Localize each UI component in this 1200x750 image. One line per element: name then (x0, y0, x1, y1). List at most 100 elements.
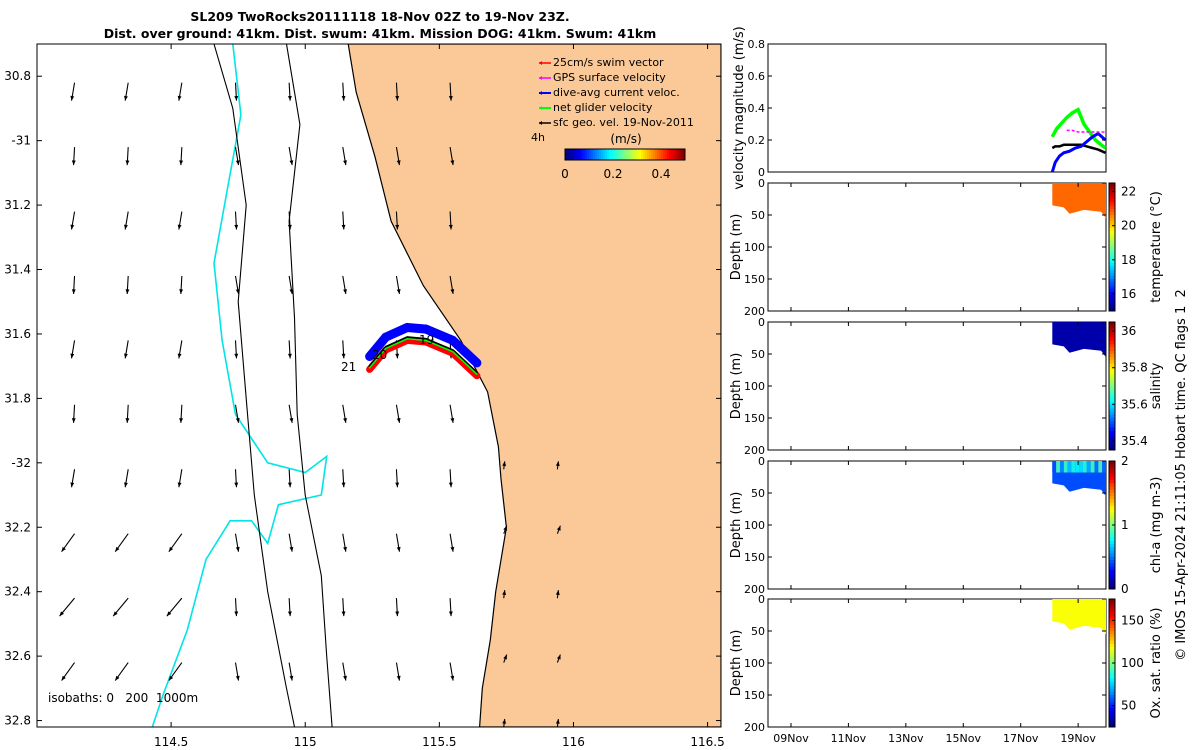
depth-ylabel: Depth (m) (729, 630, 744, 697)
depth-y-tick-label: 0 (758, 316, 765, 329)
time-x-tick-label: 09Nov (773, 732, 809, 745)
geo-vector (395, 598, 400, 617)
geo-vector (179, 275, 184, 294)
colorbar-label: temperature (°C) (1149, 191, 1164, 303)
geo-vector (342, 726, 344, 727)
geo-vector (112, 597, 129, 617)
geo-vector (395, 469, 400, 488)
depth-y-tick-label: 100 (744, 380, 765, 393)
time-x-tick-label: 15Nov (946, 732, 982, 745)
geo-vector (449, 533, 455, 552)
depth-panel-frame (767, 321, 1107, 451)
colorbar-tick-label: 35.6 (1121, 397, 1148, 411)
depth-y-tick-label: 0 (758, 177, 765, 190)
chlorophyll-panel: 0 50 100 150 200 Depth (m) 0 1 2 chl-a (mg m-3) (729, 454, 1164, 596)
geo-vector (168, 662, 183, 681)
geo-vector (288, 147, 294, 166)
colorbar-tick-label: 36 (1121, 324, 1136, 338)
depth-y-tick-label: 100 (744, 241, 765, 254)
map-y-tick-label: 32.8 (4, 714, 31, 728)
geo-vector (235, 726, 237, 727)
depth-y-tick-label: 150 (744, 273, 765, 286)
velocity-y-tick-label: 0.2 (748, 134, 766, 147)
geo-vector (287, 82, 292, 101)
chl-patch (1090, 461, 1095, 473)
chl-patch (1059, 461, 1064, 473)
geo-vector (555, 590, 560, 599)
velocity-panel: 0 0.2 0.4 0.6 0.8 velocity magnitude (m/s) (732, 26, 1107, 190)
map-x-ticks: 114.5 115 115.5 116 116.5 (154, 44, 725, 749)
chl-patch (1079, 461, 1083, 473)
velocity-y-tick-label: 0.8 (748, 38, 766, 51)
geo-vector (342, 533, 347, 552)
depth-data-block (1052, 183, 1106, 219)
geo-vector (70, 211, 76, 230)
track-band (365, 322, 482, 368)
land-area (347, 44, 721, 727)
colorbar-tick-label: 20 (1121, 219, 1136, 233)
geo-vector (448, 82, 453, 101)
track-band (366, 336, 481, 380)
geo-vector (288, 662, 294, 681)
geo-vector (342, 147, 347, 166)
isobath-1000m (213, 44, 296, 727)
map-x-tick-label: 114.5 (154, 735, 188, 749)
geo-vector (71, 147, 76, 166)
geo-vector (502, 718, 507, 727)
legend-dive-avg-current: dive-avg current veloc. (553, 86, 680, 99)
geo-vector (448, 211, 453, 230)
geo-vector (502, 461, 507, 470)
title-line-2: Dist. over ground: 41km. Dist. swum: 41k… (104, 26, 657, 41)
geo-vector (448, 598, 453, 617)
track-band (368, 336, 478, 374)
geo-vector (449, 275, 455, 295)
velocity-series-line (1050, 107, 1107, 150)
velocity-series-line (1050, 131, 1107, 173)
geo-vector (502, 590, 507, 599)
geo-vector (59, 597, 75, 617)
map-y-tick-label: 30.8 (4, 69, 31, 83)
depth-data-block (1052, 599, 1106, 635)
geo-vector (234, 82, 239, 101)
geo-vector (342, 662, 347, 681)
time-x-tick-label: 11Nov (831, 732, 867, 745)
geo-vector (234, 404, 240, 423)
chl-patch (1102, 461, 1106, 473)
salinity-panel: 0 50 100 150 200 Depth (m) 35.4 35.6 35.8 36 salin… (729, 316, 1164, 457)
geo-vector (125, 147, 130, 166)
map-y-tick-label: 32.6 (4, 649, 31, 663)
map-legend: 25cm/s swim vector GPS surface velocity … (531, 56, 694, 181)
depth-y-tick-label: 200 (744, 444, 765, 457)
map-y-tick-label: 32.2 (4, 520, 31, 534)
geo-vector (396, 726, 397, 727)
geo-vector (61, 662, 75, 681)
track-label-19: 19 (419, 333, 434, 347)
geo-vector (179, 404, 184, 423)
colorbar-tick-label: 100 (1121, 656, 1144, 670)
depth-y-tick-label: 100 (744, 657, 765, 670)
geo-vector (166, 597, 183, 617)
depth-data-block (1052, 322, 1106, 358)
depth-ylabel: Depth (m) (729, 492, 744, 559)
geo-vector (341, 469, 346, 488)
depth-y-tick-label: 50 (751, 487, 765, 500)
geo-vector (61, 533, 75, 553)
chl-patch (1082, 461, 1087, 473)
map-colorbar-tick-label: 0 (561, 167, 569, 181)
velocity-series-line (1051, 143, 1106, 154)
depth-y-tick-label: 0 (758, 593, 765, 606)
colorbar-tick-label: 0 (1121, 582, 1129, 596)
isobath-shallow (151, 44, 328, 727)
velocity-frame (767, 43, 1107, 173)
map-y-tick-label: -31 (11, 134, 31, 148)
geo-vector (234, 598, 239, 617)
geo-vector (556, 654, 561, 663)
geo-vector (341, 211, 346, 230)
geo-vector (71, 275, 76, 294)
depth-y-tick-label: 150 (744, 551, 765, 564)
track-label-21: 21 (341, 360, 356, 374)
geo-vector (234, 662, 240, 681)
footer-text: © IMOS 15-Apr-2024 21:11:05 Hobart time.… (1174, 289, 1189, 661)
chl-patch (1098, 461, 1103, 473)
map-y-tick-label: 31.8 (4, 391, 31, 405)
